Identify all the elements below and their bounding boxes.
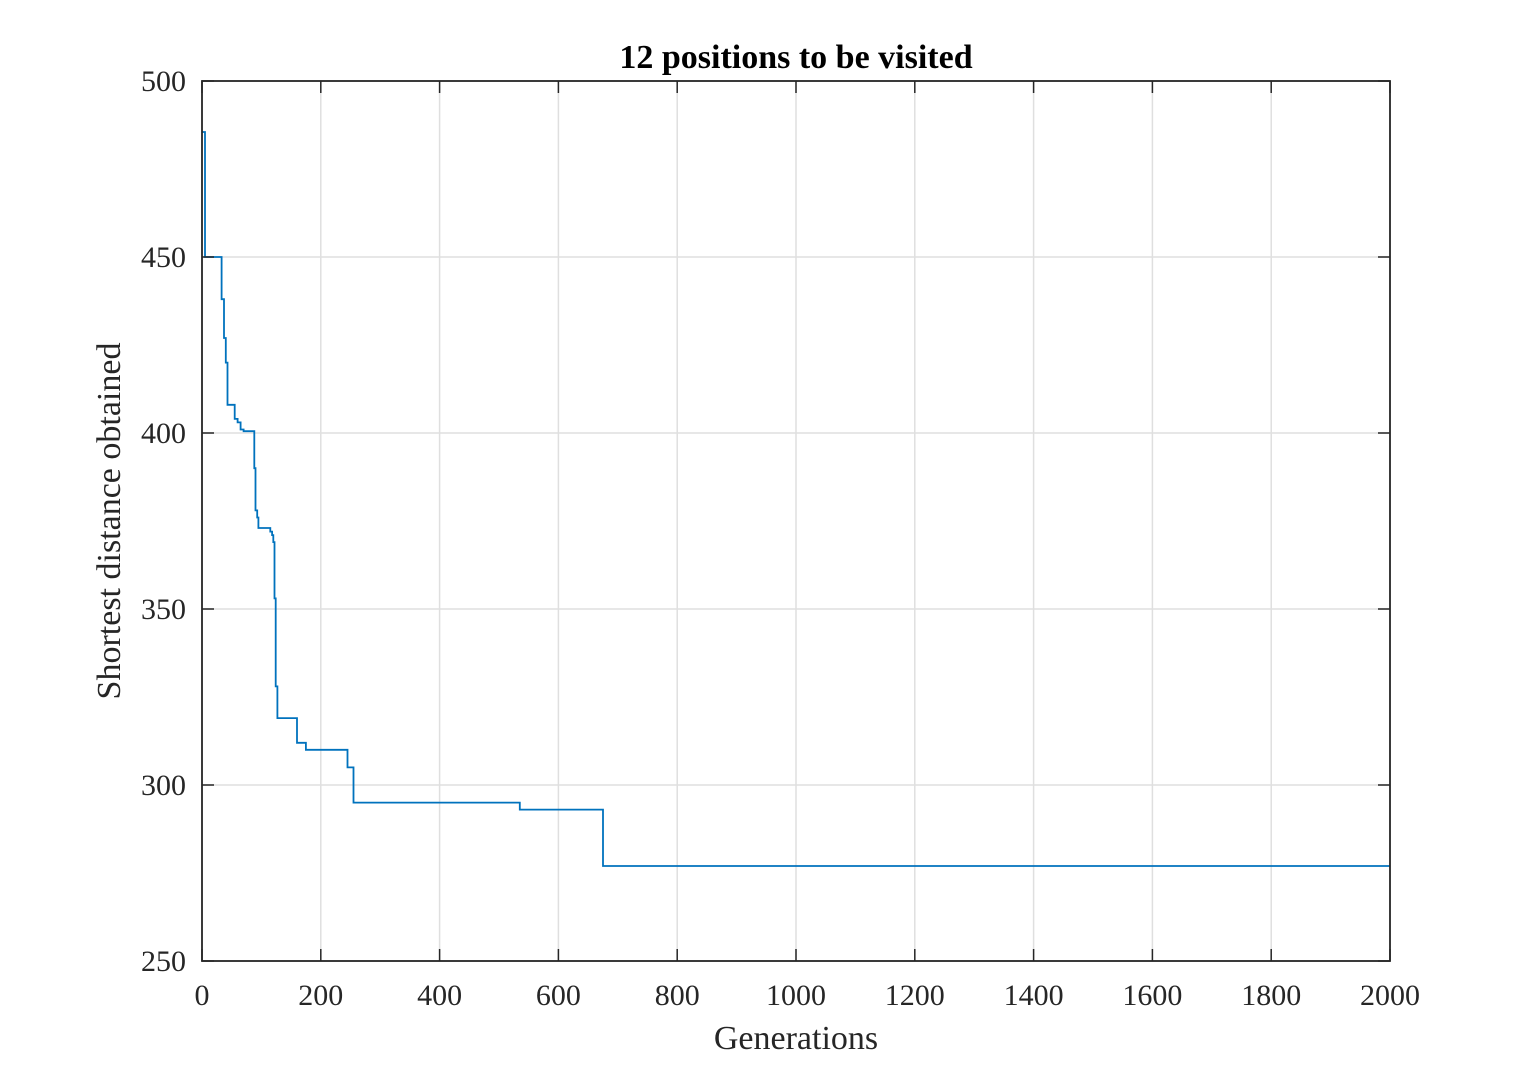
x-tick-label: 1600 [1122,979,1182,1012]
x-tick-label: 1800 [1241,979,1301,1012]
x-tick-label: 800 [655,979,700,1012]
y-tick-label: 450 [141,241,186,274]
y-tick-label: 250 [141,945,186,978]
y-tick-label: 400 [141,417,186,450]
x-tick-label: 600 [536,979,581,1012]
ticks [201,80,1391,962]
x-axis-label: Generations [714,1020,878,1057]
chart-title: 12 positions to be visited [619,39,972,76]
x-tick-labels: 0 200 400 600 800 1000 1200 1400 1600 1800 2000 [195,979,1421,1012]
x-tick-label: 200 [298,979,343,1012]
y-tick-label: 300 [141,769,186,802]
x-tick-label: 400 [417,979,462,1012]
series-line [202,131,1390,867]
x-tick-label: 0 [195,979,210,1012]
x-tick-label: 1200 [885,979,945,1012]
x-tick-label: 1000 [766,979,826,1012]
y-tick-label: 350 [141,593,186,626]
x-tick-label: 2000 [1360,979,1420,1012]
x-tick-label: 1400 [1004,979,1064,1012]
y-tick-labels: 250 300 350 400 450 500 [141,65,186,978]
y-tick-label: 500 [141,65,186,98]
y-axis-label: Shortest distance obtained [91,343,128,700]
